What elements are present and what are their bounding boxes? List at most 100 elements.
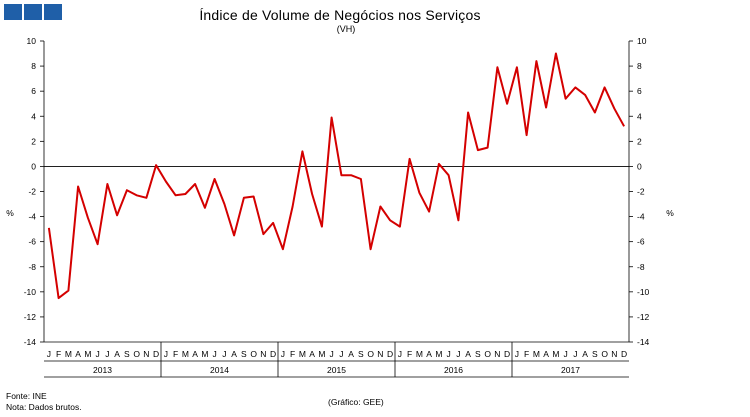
x-tick-label-month: J [330,349,334,359]
x-tick-label-month: J [222,349,226,359]
y-tick-label-right: 2 [637,136,642,146]
x-tick-label-month: A [231,349,237,359]
x-tick-label-month: J [213,349,217,359]
x-tick-label-month: A [465,349,471,359]
y-tick-label-right: -4 [637,212,645,222]
chart-subtitle: (VH) [336,24,356,34]
logo-block [44,4,62,20]
x-tick-label-month: J [96,349,100,359]
x-tick-label-month: S [592,349,598,359]
x-tick-label-month: D [621,349,627,359]
x-tick-label-year: 2013 [93,365,112,375]
x-tick-label-month: A [75,349,81,359]
source-note: Fonte: INE [6,391,47,401]
y-tick-label-right: 10 [637,36,647,46]
x-tick-label-month: F [173,349,178,359]
y-tick-label-right: -12 [637,312,650,322]
x-tick-label-month: F [524,349,529,359]
y-tick-label-right: 6 [637,86,642,96]
y-tick-label-left: 6 [31,86,36,96]
x-tick-label-month: S [124,349,130,359]
x-tick-label-month: F [56,349,61,359]
x-tick-label-month: A [582,349,588,359]
data-note: Nota: Dados brutos. [6,402,82,412]
y-tick-label-left: 10 [27,36,37,46]
x-tick-label-month: M [201,349,208,359]
x-tick-label-month: N [494,349,500,359]
logo-block [4,4,22,20]
x-tick-label-month: J [447,349,451,359]
y-tick-label-right: 4 [637,111,642,121]
y-tick-label-right: 0 [637,161,642,171]
x-tick-label-month: J [105,349,109,359]
x-tick-label-month: S [358,349,364,359]
x-tick-label-month: A [426,349,432,359]
chart-credit: (Gráfico: GEE) [328,397,384,407]
x-tick-label-month: M [552,349,559,359]
chart-title: Índice de Volume de Negócios nos Serviço… [199,7,481,23]
x-tick-label-month: S [475,349,481,359]
x-tick-label-month: O [367,349,374,359]
x-tick-label-month: N [260,349,266,359]
y-tick-label-left: -2 [28,187,36,197]
x-tick-label-month: O [250,349,257,359]
x-tick-label-month: M [182,349,189,359]
y-tick-label-right: 8 [637,61,642,71]
y-tick-label-right: -6 [637,237,645,247]
x-tick-label-month: N [143,349,149,359]
y-tick-label-left: -4 [28,212,36,222]
x-tick-label-month: A [114,349,120,359]
x-tick-label-month: J [573,349,577,359]
x-tick-label-month: F [407,349,412,359]
x-tick-label-month: A [192,349,198,359]
y-axis-unit-left: % [6,208,14,218]
y-tick-label-left: 0 [31,161,36,171]
x-tick-label-month: O [601,349,608,359]
x-tick-label-month: A [309,349,315,359]
x-tick-label-month: J [339,349,343,359]
x-tick-label-month: N [611,349,617,359]
y-tick-label-right: -10 [637,287,650,297]
x-tick-label-month: M [318,349,325,359]
x-tick-label-month: M [435,349,442,359]
y-tick-label-left: -12 [24,312,37,322]
x-tick-label-month: A [348,349,354,359]
logo-block [24,4,42,20]
x-tick-label-month: D [504,349,510,359]
y-tick-label-right: -8 [637,262,645,272]
x-tick-label-month: M [65,349,72,359]
x-tick-label-month: M [416,349,423,359]
x-tick-label-month: M [84,349,91,359]
x-tick-label-month: D [387,349,393,359]
y-tick-label-right: -2 [637,187,645,197]
y-tick-label-left: 8 [31,61,36,71]
x-tick-label-month: D [153,349,159,359]
y-tick-label-left: -14 [24,337,37,347]
x-tick-label-year: 2017 [561,365,580,375]
x-tick-label-year: 2014 [210,365,229,375]
x-tick-label-month: A [543,349,549,359]
x-tick-label-year: 2015 [327,365,346,375]
y-tick-label-left: 4 [31,111,36,121]
x-tick-label-month: O [484,349,491,359]
x-tick-label-month: M [299,349,306,359]
x-tick-label-month: J [564,349,568,359]
x-tick-label-year: 2016 [444,365,463,375]
x-tick-label-month: J [456,349,460,359]
y-tick-label-left: -10 [24,287,37,297]
x-tick-label-month: J [398,349,402,359]
y-tick-label-left: 2 [31,136,36,146]
x-tick-label-month: F [290,349,295,359]
x-tick-label-month: J [47,349,51,359]
x-tick-label-month: N [377,349,383,359]
y-tick-label-right: -14 [637,337,650,347]
x-tick-label-month: J [515,349,519,359]
x-tick-label-month: M [533,349,540,359]
x-tick-label-month: S [241,349,247,359]
y-tick-label-left: -8 [28,262,36,272]
series-line [47,52,625,300]
y-tick-label-left: -6 [28,237,36,247]
y-axis-unit-right: % [666,208,674,218]
x-tick-label-month: J [281,349,285,359]
x-tick-label-month: O [133,349,140,359]
